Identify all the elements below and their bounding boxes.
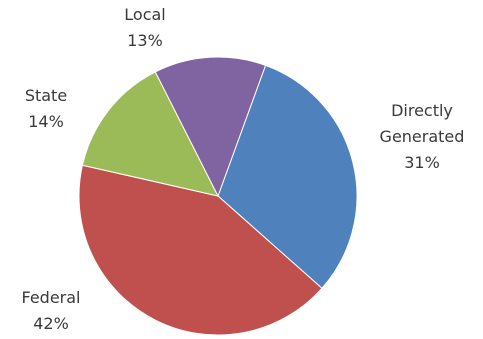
slice-label-state-name: State: [24, 86, 68, 105]
slice-label-federal: Federal 42%: [6, 285, 96, 337]
slice-label-local: Local 13%: [115, 2, 175, 54]
pie-slice-federal: [78, 164, 323, 336]
slice-label-federal-name: Federal: [21, 288, 81, 307]
slice-label-federal-percent: 42%: [33, 314, 69, 333]
slice-label-local-name: Local: [124, 5, 166, 24]
slice-label-directly-generated-line2: Generated: [379, 127, 465, 146]
slice-label-directly-generated-line1: Directly: [391, 101, 453, 120]
pie-slice-state: [81, 71, 219, 197]
slice-label-state-percent: 14%: [28, 112, 64, 131]
slice-label-local-percent: 13%: [127, 31, 163, 50]
pie-slice-directly-generated: [217, 64, 358, 289]
pie-slice-local: [154, 56, 267, 198]
slice-label-directly-generated: Directly Generated 31%: [362, 98, 482, 176]
slice-label-directly-generated-percent: 31%: [404, 153, 440, 172]
slice-label-state: State 14%: [8, 83, 84, 135]
